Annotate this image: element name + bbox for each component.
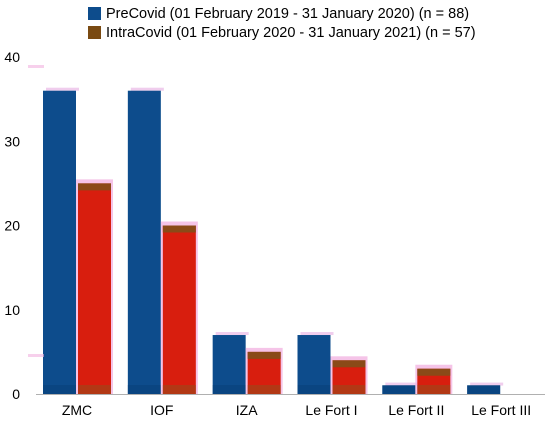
bar-precovid-base-4 bbox=[382, 385, 416, 394]
x-tick-label-3: Le Fort I bbox=[305, 402, 357, 418]
bar-precovid-3 bbox=[297, 335, 331, 394]
bar-intracovid-base-0 bbox=[78, 385, 111, 394]
bar-precovid-base-0 bbox=[43, 385, 76, 394]
bar-intracovid-top-4 bbox=[417, 368, 451, 376]
bar-precovid-highlight-3 bbox=[300, 332, 334, 336]
x-tick-label-4: Le Fort II bbox=[388, 402, 444, 418]
bar-intracovid-top-1 bbox=[162, 225, 196, 233]
bar-intracovid-top-3 bbox=[332, 360, 366, 368]
axis-mark-top bbox=[28, 65, 44, 68]
bar-intracovid-base-4 bbox=[417, 385, 451, 394]
y-axis: 0 10 20 30 40 bbox=[4, 49, 20, 402]
bar-precovid-base-3 bbox=[297, 385, 331, 394]
bar-precovid-base-1 bbox=[127, 385, 161, 394]
bar-intracovid-top-2 bbox=[247, 351, 281, 359]
bar-intracovid-base-2 bbox=[247, 385, 281, 394]
axis-mark bbox=[28, 354, 44, 357]
bar-intracovid-top-0 bbox=[78, 183, 111, 191]
y-tick-label-3: 30 bbox=[4, 133, 20, 149]
bar-intracovid-0 bbox=[78, 183, 111, 394]
x-tick-label-5: Le Fort III bbox=[471, 402, 531, 418]
legend-swatch-precovid bbox=[88, 7, 101, 20]
bar-intracovid-base-3 bbox=[332, 385, 366, 394]
y-tick-label-4: 40 bbox=[4, 49, 20, 65]
x-tick-label-0: ZMC bbox=[62, 402, 92, 418]
bar-intracovid-base-1 bbox=[162, 385, 196, 394]
bar-precovid-highlight-1 bbox=[130, 87, 164, 91]
bar-precovid-highlight-2 bbox=[215, 332, 249, 336]
legend-item-precovid: PreCovid (01 February 2019 - 31 January … bbox=[88, 4, 476, 23]
bar-precovid-1 bbox=[127, 90, 161, 394]
bar-precovid-2 bbox=[212, 335, 246, 394]
y-tick-label-0: 0 bbox=[12, 386, 20, 402]
x-axis: ZMC IOF IZA Le Fort I Le Fort II Le Fort III bbox=[62, 402, 531, 418]
bar-precovid-base-5 bbox=[467, 385, 501, 394]
x-tick-label-1: IOF bbox=[150, 402, 173, 418]
bar-precovid-highlight-0 bbox=[46, 87, 79, 91]
y-tick-label-2: 20 bbox=[4, 218, 20, 234]
legend-label-precovid: PreCovid (01 February 2019 - 31 January … bbox=[106, 5, 470, 22]
x-tick-label-2: IZA bbox=[236, 402, 258, 418]
legend-item-intracovid: IntraCovid (01 February 2020 - 31 Januar… bbox=[88, 23, 476, 42]
bar-precovid-0 bbox=[43, 90, 76, 394]
bar-precovid-highlight-4 bbox=[385, 382, 419, 386]
y-tick-label-1: 10 bbox=[4, 302, 20, 318]
bar-precovid-base-2 bbox=[212, 385, 246, 394]
bar-intracovid-1 bbox=[162, 225, 196, 394]
bar-precovid-highlight-5 bbox=[470, 382, 504, 386]
bars bbox=[28, 65, 545, 395]
legend: PreCovid (01 February 2019 - 31 January … bbox=[88, 4, 476, 42]
legend-swatch-intracovid bbox=[88, 26, 101, 39]
legend-label-intracovid: IntraCovid (01 February 2020 - 31 Januar… bbox=[106, 24, 476, 41]
